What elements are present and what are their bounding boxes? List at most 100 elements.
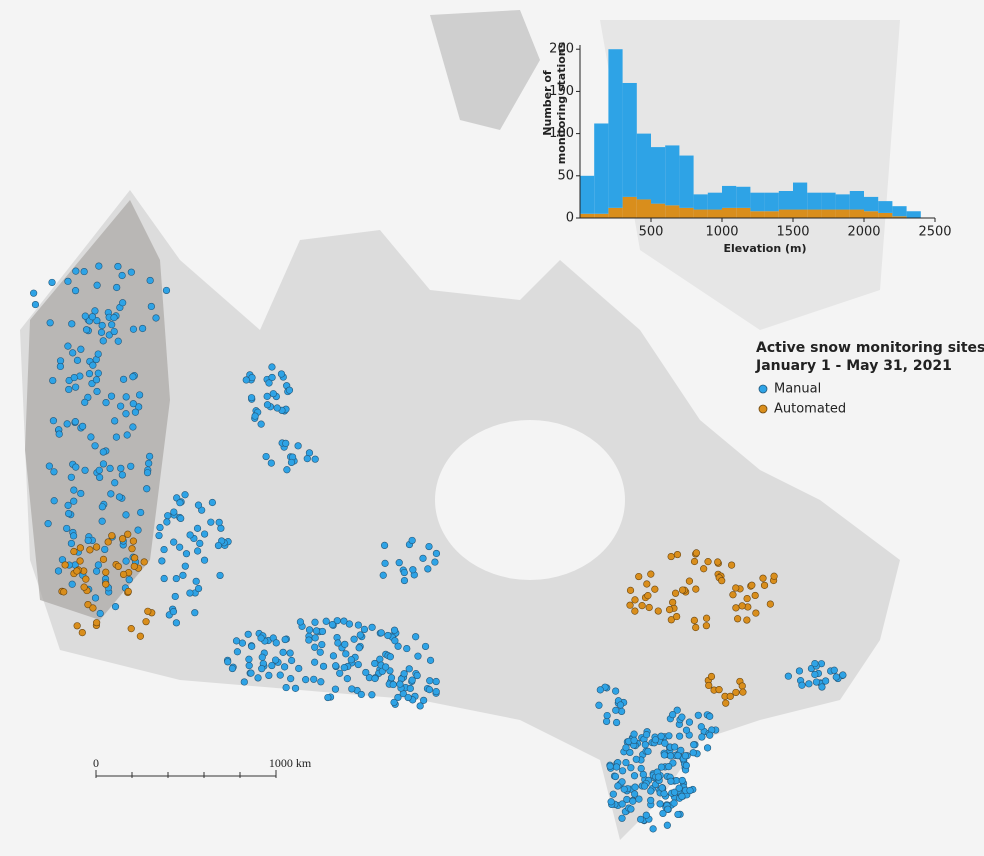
station-dot xyxy=(192,577,200,585)
station-dot xyxy=(626,748,634,757)
station-dot xyxy=(155,531,163,540)
station-dot xyxy=(310,675,318,683)
station-dot xyxy=(272,639,280,647)
y-axis-label: monitoring stations xyxy=(555,41,568,164)
station-dot xyxy=(48,278,56,287)
station-dot xyxy=(277,370,286,378)
station-dot xyxy=(715,686,723,694)
station-dot xyxy=(811,659,819,668)
station-dot xyxy=(70,547,78,556)
station-dot xyxy=(692,549,701,557)
station-dot xyxy=(416,702,424,710)
station-dot xyxy=(273,404,281,412)
station-dot xyxy=(107,392,116,400)
station-dot xyxy=(714,558,722,566)
station-dot xyxy=(108,321,116,329)
station-dot xyxy=(611,772,620,781)
station-dot xyxy=(642,730,651,739)
bar xyxy=(778,209,793,218)
station-dot xyxy=(665,732,673,740)
bar xyxy=(849,209,864,218)
station-dot xyxy=(139,324,147,333)
station-dot xyxy=(72,267,80,275)
station-dot xyxy=(606,762,614,770)
station-dot xyxy=(99,555,108,563)
station-dot xyxy=(291,684,300,692)
station-dot xyxy=(822,677,830,685)
station-dot xyxy=(380,541,389,550)
station-dot xyxy=(329,652,338,660)
bar xyxy=(622,196,637,218)
station-dot xyxy=(403,644,411,653)
station-dot xyxy=(305,626,314,634)
station-dot xyxy=(311,455,319,463)
scale-bar: 0 1000 km xyxy=(93,756,312,778)
station-dot xyxy=(108,532,116,540)
station-dot xyxy=(618,800,626,808)
station-dot xyxy=(31,300,40,309)
station-dot xyxy=(265,671,273,680)
station-dot xyxy=(614,782,622,790)
station-dot xyxy=(68,580,76,588)
station-dot xyxy=(618,707,626,716)
station-dot xyxy=(102,580,110,588)
station-dot xyxy=(395,559,403,567)
station-dot xyxy=(170,538,178,546)
bar xyxy=(821,209,836,218)
station-dot xyxy=(245,662,253,670)
station-dot xyxy=(692,585,700,593)
station-dot xyxy=(110,313,118,322)
bar xyxy=(707,192,722,210)
station-dot xyxy=(93,317,101,325)
station-dot xyxy=(839,671,847,679)
station-dot xyxy=(99,460,108,468)
station-dot xyxy=(82,326,91,334)
station-dot xyxy=(123,431,131,439)
station-dot xyxy=(242,376,250,384)
bar xyxy=(679,207,694,218)
station-dot xyxy=(333,617,341,625)
station-dot xyxy=(134,526,142,534)
station-dot xyxy=(72,463,80,471)
station-dot xyxy=(635,795,643,803)
station-dot xyxy=(640,782,649,790)
station-dot xyxy=(142,618,150,626)
station-dot xyxy=(98,321,106,330)
station-dot xyxy=(426,677,434,685)
station-dot xyxy=(674,752,682,760)
station-dot xyxy=(214,541,223,550)
station-dot xyxy=(391,637,399,645)
station-dot xyxy=(318,627,327,636)
station-dot xyxy=(400,576,409,585)
station-dot xyxy=(282,439,290,447)
station-dot xyxy=(70,373,78,382)
station-dot xyxy=(811,670,819,679)
station-dot xyxy=(631,607,639,615)
station-dot xyxy=(671,589,680,597)
station-dot xyxy=(182,550,191,558)
station-dot xyxy=(303,455,311,463)
station-dot xyxy=(194,584,203,593)
station-dot xyxy=(160,545,168,554)
station-dot xyxy=(64,277,72,285)
station-dot xyxy=(216,571,224,580)
station-dot xyxy=(631,783,639,791)
legend-label: Automated xyxy=(774,402,846,417)
station-dot xyxy=(146,452,154,460)
station-dot xyxy=(215,518,223,526)
station-dot xyxy=(99,448,107,456)
station-dot xyxy=(267,459,275,467)
scale-end: 1000 km xyxy=(269,756,312,770)
station-dot xyxy=(127,462,135,470)
station-dot xyxy=(678,792,686,801)
station-dot xyxy=(86,546,94,554)
station-dot xyxy=(286,649,294,657)
station-dot xyxy=(394,693,402,702)
station-dot xyxy=(348,685,356,693)
station-dot xyxy=(207,518,215,526)
station-dot xyxy=(390,698,398,706)
station-dot xyxy=(666,752,675,760)
bar xyxy=(750,211,765,218)
station-dot xyxy=(649,825,657,833)
